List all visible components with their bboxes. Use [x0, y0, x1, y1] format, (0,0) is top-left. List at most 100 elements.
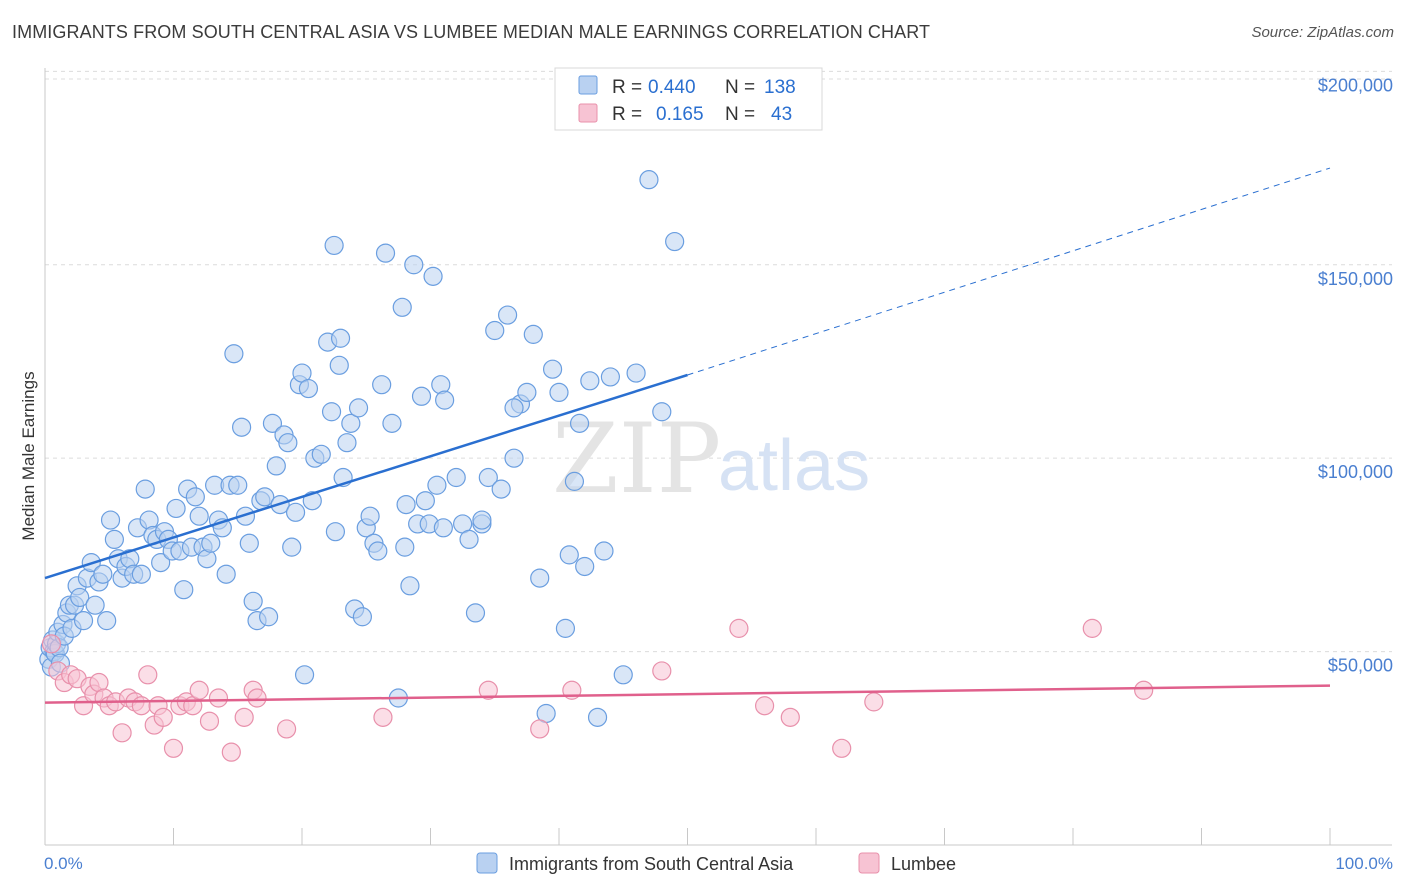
point-south-central-asia-122 — [517, 382, 537, 403]
chart-title: IMMIGRANTS FROM SOUTH CENTRAL ASIA VS LU… — [12, 22, 931, 42]
point-south-central-asia-71 — [278, 433, 298, 453]
point-south-central-asia-144 — [504, 398, 524, 418]
point-south-central-asia-139 — [639, 170, 659, 190]
y-tick-labels: $50,000 $100,000 $150,000 $200,000 — [1318, 75, 1393, 675]
point-lumbee-19 — [153, 707, 173, 727]
point-lumbee-0 — [41, 634, 62, 654]
grid-lines — [45, 70, 1392, 653]
point-south-central-asia-113 — [459, 529, 479, 550]
stats-r-label-pink: R = — [612, 104, 642, 125]
point-south-central-asia-21 — [85, 595, 105, 615]
point-south-central-asia-141 — [665, 231, 685, 252]
point-lumbee-40 — [832, 738, 852, 758]
point-south-central-asia-57 — [224, 344, 244, 364]
point-south-central-asia-77 — [298, 378, 319, 399]
point-south-central-asia-33 — [131, 564, 151, 584]
watermark: ZIP atlas — [552, 403, 870, 515]
point-south-central-asia-146 — [395, 537, 415, 557]
y-tick-label-200000: $200,000 — [1318, 75, 1393, 95]
point-south-central-asia-118 — [491, 479, 511, 499]
point-lumbee-12 — [112, 723, 132, 743]
point-lumbee-39 — [780, 707, 800, 727]
axes — [44, 68, 1392, 846]
point-south-central-asia-130 — [564, 471, 585, 491]
point-south-central-asia-129 — [559, 545, 579, 565]
point-south-central-asia-95 — [372, 375, 392, 395]
point-south-central-asia-44 — [174, 580, 194, 600]
x-tick-label-max: 100.0% — [1335, 854, 1393, 873]
point-south-central-asia-86 — [337, 433, 357, 453]
point-south-central-asia-84 — [329, 355, 349, 375]
legend-swatch-south-central-asia — [476, 852, 498, 874]
point-lumbee-15 — [131, 696, 151, 716]
point-south-central-asia-131 — [569, 413, 590, 433]
point-south-central-asia-38 — [151, 553, 171, 573]
point-south-central-asia-66 — [258, 607, 279, 627]
point-lumbee-42 — [1082, 618, 1102, 638]
stats-swatch-pink — [578, 103, 598, 123]
point-south-central-asia-145 — [472, 510, 492, 530]
point-south-central-asia-132 — [575, 556, 595, 577]
point-south-central-asia-147 — [433, 518, 453, 538]
point-lumbee-41 — [864, 692, 884, 712]
point-south-central-asia-47 — [185, 487, 205, 507]
point-south-central-asia-100 — [396, 494, 416, 515]
point-south-central-asia-140 — [652, 402, 672, 422]
legend-label-lumbee: Lumbee — [891, 854, 956, 874]
point-south-central-asia-99 — [392, 297, 412, 317]
trend-line-lumbee — [44, 684, 1331, 704]
point-south-central-asia-73 — [285, 502, 306, 522]
point-lumbee-31 — [276, 719, 297, 739]
point-south-central-asia-59 — [232, 417, 252, 437]
point-south-central-asia-143 — [330, 328, 351, 348]
stats-r-value-blue: 0.440 — [648, 77, 696, 98]
stats-r-value-pink: 0.165 — [656, 104, 704, 125]
point-south-central-asia-105 — [415, 491, 435, 511]
point-south-central-asia-114 — [465, 603, 486, 623]
chart-source: Source: ZipAtlas.com — [1251, 24, 1394, 41]
watermark-atlas: atlas — [718, 426, 870, 506]
point-south-central-asia-102 — [404, 255, 424, 275]
y-tick-label-100000: $100,000 — [1318, 462, 1393, 482]
point-lumbee-25 — [199, 711, 220, 731]
point-south-central-asia-42 — [166, 498, 186, 519]
point-south-central-asia-76 — [294, 665, 315, 685]
point-south-central-asia-136 — [600, 367, 621, 387]
point-south-central-asia-25 — [100, 510, 121, 530]
point-lumbee-34 — [530, 719, 550, 739]
stats-n-label-blue: N = — [725, 77, 755, 98]
point-south-central-asia-58 — [228, 475, 248, 495]
point-south-central-asia-119 — [498, 305, 518, 325]
point-south-central-asia-110 — [435, 390, 455, 410]
point-lumbee-38 — [754, 696, 775, 716]
legend-label-south-central-asia: Immigrants from South Central Asia — [509, 854, 794, 874]
point-south-central-asia-80 — [311, 444, 331, 464]
stats-n-label-pink: N = — [725, 104, 755, 125]
point-south-central-asia-67 — [262, 413, 283, 433]
point-south-central-asia-138 — [626, 363, 646, 383]
stats-swatch-blue — [578, 75, 598, 95]
point-south-central-asia-51 — [201, 533, 221, 553]
trend-lines — [44, 167, 1331, 704]
point-lumbee-20 — [163, 738, 184, 758]
point-south-central-asia-83 — [325, 522, 346, 542]
y-tick-label-150000: $150,000 — [1318, 269, 1393, 289]
point-south-central-asia-94 — [368, 541, 388, 561]
point-lumbee-37 — [729, 618, 749, 638]
point-lumbee-30 — [247, 688, 267, 708]
point-south-central-asia-24 — [97, 611, 117, 631]
trend-line-south-central-asia-extension — [687, 167, 1331, 376]
point-south-central-asia-117 — [485, 320, 505, 341]
point-south-central-asia-142 — [324, 235, 344, 256]
point-south-central-asia-89 — [348, 398, 369, 418]
stats-legend: R = 0.440 N = 138 R = 0.165 N = 43 — [554, 67, 823, 131]
point-south-central-asia-116 — [478, 467, 498, 488]
point-south-central-asia-108 — [427, 475, 447, 495]
stats-legend-box — [554, 67, 823, 131]
point-south-central-asia-34 — [135, 479, 155, 499]
point-south-central-asia-126 — [542, 359, 563, 379]
point-south-central-asia-127 — [549, 382, 569, 403]
point-south-central-asia-90 — [352, 607, 372, 627]
series-legend: Immigrants from South Central Asia Lumbe… — [476, 852, 956, 874]
stats-n-value-blue: 138 — [764, 77, 796, 98]
